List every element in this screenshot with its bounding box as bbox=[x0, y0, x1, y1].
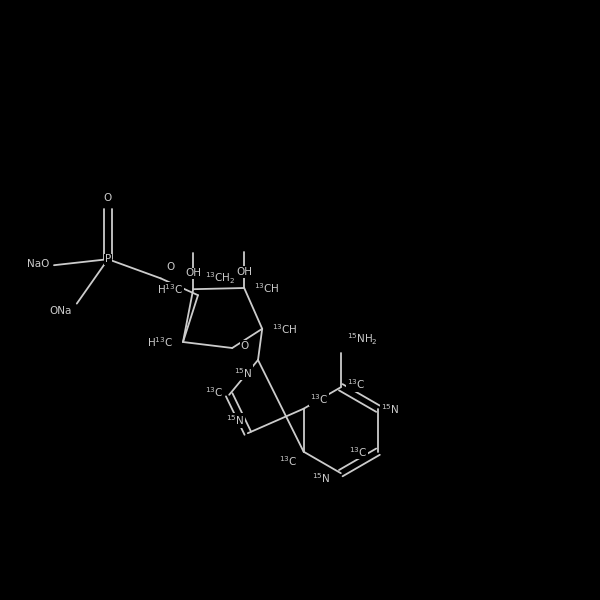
Text: $^{13}$C: $^{13}$C bbox=[347, 377, 365, 391]
Text: P: P bbox=[105, 254, 111, 264]
Text: H$^{13}$C: H$^{13}$C bbox=[147, 335, 173, 349]
Text: $^{13}$C: $^{13}$C bbox=[310, 392, 328, 406]
Text: $^{13}$C: $^{13}$C bbox=[279, 455, 298, 469]
Text: OH: OH bbox=[185, 268, 201, 278]
Text: $^{13}$CH: $^{13}$CH bbox=[272, 322, 298, 335]
Text: NaO: NaO bbox=[27, 259, 49, 269]
Text: O: O bbox=[167, 262, 175, 272]
Text: $^{13}$CH$_2$: $^{13}$CH$_2$ bbox=[205, 270, 236, 286]
Text: $^{13}$CH: $^{13}$CH bbox=[254, 281, 280, 295]
Text: $^{15}$N: $^{15}$N bbox=[226, 413, 245, 427]
Text: $^{15}$N: $^{15}$N bbox=[311, 471, 330, 485]
Text: ONa: ONa bbox=[50, 306, 72, 316]
Text: $^{13}$C: $^{13}$C bbox=[205, 385, 223, 398]
Text: H$^{13}$C: H$^{13}$C bbox=[157, 283, 184, 296]
Text: $^{15}$N: $^{15}$N bbox=[381, 402, 400, 416]
Text: $^{15}$N: $^{15}$N bbox=[233, 366, 252, 380]
Text: $^{13}$C: $^{13}$C bbox=[349, 445, 367, 458]
Text: $^{15}$NH$_2$: $^{15}$NH$_2$ bbox=[347, 331, 377, 347]
Text: O: O bbox=[241, 341, 249, 350]
Text: OH: OH bbox=[236, 267, 252, 277]
Text: O: O bbox=[104, 193, 112, 203]
